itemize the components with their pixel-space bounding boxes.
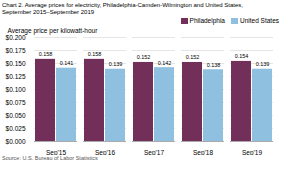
html-text:United States: United States bbox=[240, 17, 279, 24]
svg-text:$0.175: $0.175 bbox=[6, 47, 26, 54]
html-text:September 2015–September 2019: September 2015–September 2019 bbox=[2, 9, 95, 15]
svg-text:0.154: 0.154 bbox=[235, 53, 249, 59]
html-text:Philadelphia: Philadelphia bbox=[189, 17, 225, 24]
svg-text:Sep'17: Sep'17 bbox=[144, 149, 164, 155]
svg-text:$0.000: $0.000 bbox=[6, 138, 26, 145]
svg-text:Sep'15: Sep'15 bbox=[46, 149, 66, 155]
svg-text:0.152: 0.152 bbox=[186, 54, 200, 60]
svg-text:$0.125: $0.125 bbox=[6, 73, 26, 80]
svg-text:$0.075: $0.075 bbox=[6, 99, 26, 106]
svg-text:$0.100: $0.100 bbox=[6, 86, 26, 93]
svg-text:$0.150: $0.150 bbox=[6, 60, 26, 67]
svg-text:0.139: 0.139 bbox=[109, 61, 123, 67]
svg-text:$0.200: $0.200 bbox=[6, 34, 26, 41]
svg-text:Sep'18: Sep'18 bbox=[193, 149, 213, 155]
svg-text:Sep'19: Sep'19 bbox=[242, 149, 262, 155]
svg-text:0.158: 0.158 bbox=[88, 51, 102, 57]
svg-text:0.158: 0.158 bbox=[39, 51, 53, 57]
html-text:Source: U.S. Bureau of Labor S: Source: U.S. Bureau of Labor Statistics bbox=[2, 155, 98, 161]
svg-text:$0.025: $0.025 bbox=[6, 125, 26, 132]
svg-text:Sep'16: Sep'16 bbox=[95, 149, 115, 155]
svg-text:0.141: 0.141 bbox=[60, 60, 74, 66]
svg-text:$0.050: $0.050 bbox=[6, 112, 26, 119]
svg-text:Average price per kilowatt-hou: Average price per kilowatt-hour bbox=[8, 27, 99, 35]
svg-text:0.138: 0.138 bbox=[207, 62, 221, 68]
html-text:Chart 2. Average prices for el: Chart 2. Average prices for electricity,… bbox=[2, 2, 243, 8]
svg-text:0.142: 0.142 bbox=[158, 60, 172, 66]
svg-text:0.139: 0.139 bbox=[256, 61, 270, 67]
svg-text:0.152: 0.152 bbox=[137, 54, 151, 60]
